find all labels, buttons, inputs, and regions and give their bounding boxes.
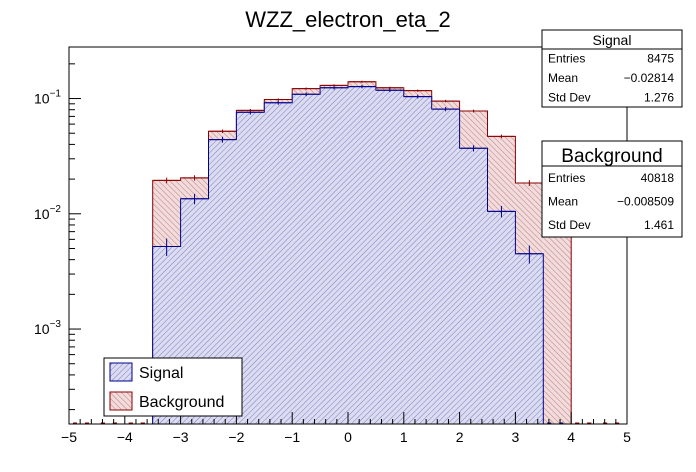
signal-stats-label: Entries [548,52,585,66]
x-tick-label: −2 [228,429,244,445]
signal-bar [320,87,348,424]
y-tick-label: 10−2 [34,204,61,222]
signal-bar [403,96,432,425]
signal-bar [459,148,488,424]
signal-stats-label: Mean [548,71,578,85]
signal-stats-box [541,29,683,108]
background-stats-value: −0.008509 [617,195,674,209]
legend-label-signal: Signal [139,365,183,382]
legend-label-background: Background [139,394,224,411]
background-stats-label: Entries [548,171,585,185]
signal-bar [264,102,293,424]
background-stats-value: 1.461 [644,218,674,232]
signal-bar [292,94,321,425]
signal-bar [487,211,516,424]
x-tick-label: 5 [623,429,631,445]
stats-boxes: Signal Entries 8475 Mean −0.02814 Std Dev 1.27… [541,29,683,238]
background-stats-label: Mean [548,195,578,209]
y-tick-label: 10−1 [34,89,61,107]
y-axis: 10−1 10−2 10−3 [34,63,81,411]
background-stats-label: Std Dev [548,218,591,232]
background-stats-title: Background [561,146,662,167]
signal-bar [348,86,376,425]
x-tick-label: −3 [173,429,189,445]
histogram-bars [152,81,572,425]
x-tick-label: 1 [400,429,408,445]
legend-swatch-background [109,391,133,411]
x-tick-label: 0 [344,429,352,445]
x-tick-label: 2 [456,429,464,445]
background-stats-box [541,140,683,238]
legend: Signal Background [103,357,243,417]
signal-stats-label: Std Dev [548,90,591,104]
background-stats-value: 40818 [641,171,675,185]
x-tick-label: 3 [512,429,520,445]
y-tick-label: 10−3 [34,319,61,337]
x-tick-label: 4 [567,429,575,445]
x-axis: −5 −4 −3 −2 −1 0 1 2 3 4 5 [61,412,631,445]
x-tick-label: −1 [284,429,300,445]
chart-title: WZZ_electron_eta_2 [245,7,450,32]
signal-outline [152,86,544,424]
signal-bar [515,253,544,424]
signal-stats-value: −0.02814 [624,71,675,85]
signal-stats-value: 1.276 [644,90,674,104]
x-tick-label: −4 [117,429,133,445]
x-tick-label: −5 [61,429,77,445]
legend-swatch-signal [109,362,133,382]
signal-stats-title: Signal [593,32,632,48]
signal-stats-value: 8475 [647,52,674,66]
signal-bar [375,90,404,425]
signal-bar [431,109,460,424]
